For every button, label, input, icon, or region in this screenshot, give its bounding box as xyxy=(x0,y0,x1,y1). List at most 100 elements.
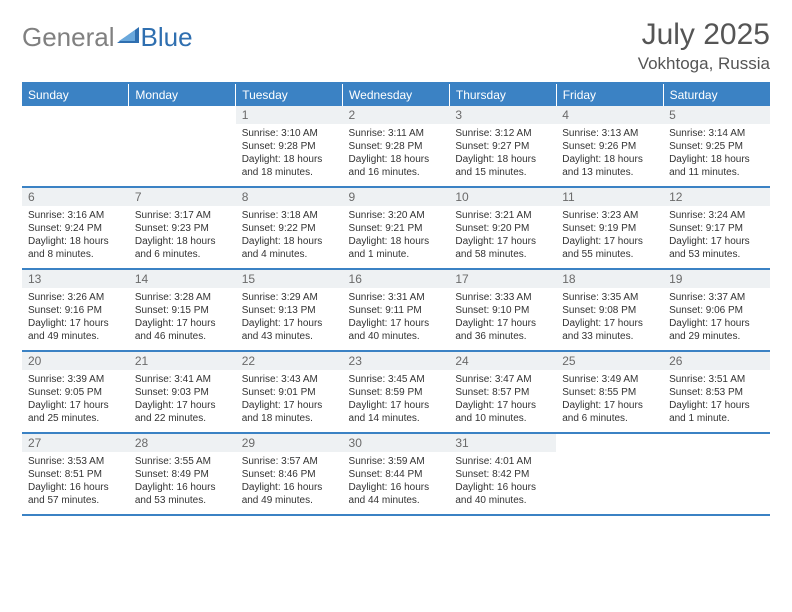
day-header: Friday xyxy=(556,83,663,106)
sunset-line: Sunset: 8:51 PM xyxy=(28,468,123,481)
calendar-week-row: 27Sunrise: 3:53 AMSunset: 8:51 PMDayligh… xyxy=(22,433,770,515)
sunset-line: Sunset: 9:28 PM xyxy=(349,140,444,153)
day-details: Sunrise: 3:18 AMSunset: 9:22 PMDaylight:… xyxy=(236,206,343,266)
day-details: Sunrise: 3:57 AMSunset: 8:46 PMDaylight:… xyxy=(236,452,343,512)
sunset-line: Sunset: 8:49 PM xyxy=(135,468,230,481)
daylight-line: Daylight: 17 hours and 18 minutes. xyxy=(242,399,337,425)
sunrise-line: Sunrise: 3:12 AM xyxy=(455,127,550,140)
sunrise-line: Sunrise: 3:28 AM xyxy=(135,291,230,304)
day-number: 25 xyxy=(556,352,663,370)
sunset-line: Sunset: 8:53 PM xyxy=(669,386,764,399)
day-details: Sunrise: 3:31 AMSunset: 9:11 PMDaylight:… xyxy=(343,288,450,348)
sunset-line: Sunset: 9:23 PM xyxy=(135,222,230,235)
month-title: July 2025 xyxy=(638,18,770,52)
sunrise-line: Sunrise: 3:14 AM xyxy=(669,127,764,140)
day-details: Sunrise: 3:28 AMSunset: 9:15 PMDaylight:… xyxy=(129,288,236,348)
sunset-line: Sunset: 9:22 PM xyxy=(242,222,337,235)
calendar-day-cell: 3Sunrise: 3:12 AMSunset: 9:27 PMDaylight… xyxy=(449,106,556,187)
day-header: Saturday xyxy=(663,83,770,106)
sunrise-line: Sunrise: 3:21 AM xyxy=(455,209,550,222)
calendar-head: SundayMondayTuesdayWednesdayThursdayFrid… xyxy=(22,83,770,106)
sunset-line: Sunset: 9:03 PM xyxy=(135,386,230,399)
calendar-day-cell: 21Sunrise: 3:41 AMSunset: 9:03 PMDayligh… xyxy=(129,351,236,433)
calendar-day-cell: 14Sunrise: 3:28 AMSunset: 9:15 PMDayligh… xyxy=(129,269,236,351)
daylight-line: Daylight: 17 hours and 10 minutes. xyxy=(455,399,550,425)
calendar-day-cell: 4Sunrise: 3:13 AMSunset: 9:26 PMDaylight… xyxy=(556,106,663,187)
day-details: Sunrise: 3:37 AMSunset: 9:06 PMDaylight:… xyxy=(663,288,770,348)
day-number: 6 xyxy=(22,188,129,206)
title-block: July 2025 Vokhtoga, Russia xyxy=(638,18,770,74)
sunrise-line: Sunrise: 3:33 AM xyxy=(455,291,550,304)
sunset-line: Sunset: 9:21 PM xyxy=(349,222,444,235)
daylight-line: Daylight: 17 hours and 1 minute. xyxy=(669,399,764,425)
day-number: 17 xyxy=(449,270,556,288)
sunrise-line: Sunrise: 3:49 AM xyxy=(562,373,657,386)
daylight-line: Daylight: 18 hours and 4 minutes. xyxy=(242,235,337,261)
calendar-day-cell: 20Sunrise: 3:39 AMSunset: 9:05 PMDayligh… xyxy=(22,351,129,433)
daylight-line: Daylight: 17 hours and 49 minutes. xyxy=(28,317,123,343)
calendar-empty-cell xyxy=(556,433,663,515)
day-details: Sunrise: 3:12 AMSunset: 9:27 PMDaylight:… xyxy=(449,124,556,184)
day-number: 5 xyxy=(663,106,770,124)
sunset-line: Sunset: 9:13 PM xyxy=(242,304,337,317)
day-header: Wednesday xyxy=(343,83,450,106)
daylight-line: Daylight: 17 hours and 14 minutes. xyxy=(349,399,444,425)
day-details: Sunrise: 3:51 AMSunset: 8:53 PMDaylight:… xyxy=(663,370,770,430)
daylight-line: Daylight: 17 hours and 36 minutes. xyxy=(455,317,550,343)
day-details: Sunrise: 3:14 AMSunset: 9:25 PMDaylight:… xyxy=(663,124,770,184)
sunset-line: Sunset: 8:42 PM xyxy=(455,468,550,481)
day-number: 15 xyxy=(236,270,343,288)
day-details: Sunrise: 3:59 AMSunset: 8:44 PMDaylight:… xyxy=(343,452,450,512)
calendar-week-row: 13Sunrise: 3:26 AMSunset: 9:16 PMDayligh… xyxy=(22,269,770,351)
sunrise-line: Sunrise: 3:10 AM xyxy=(242,127,337,140)
sunrise-line: Sunrise: 3:18 AM xyxy=(242,209,337,222)
daylight-line: Daylight: 17 hours and 29 minutes. xyxy=(669,317,764,343)
calendar-day-cell: 11Sunrise: 3:23 AMSunset: 9:19 PMDayligh… xyxy=(556,187,663,269)
sunrise-line: Sunrise: 3:59 AM xyxy=(349,455,444,468)
calendar-day-cell: 5Sunrise: 3:14 AMSunset: 9:25 PMDaylight… xyxy=(663,106,770,187)
calendar-day-cell: 22Sunrise: 3:43 AMSunset: 9:01 PMDayligh… xyxy=(236,351,343,433)
day-number: 2 xyxy=(343,106,450,124)
logo-triangle-icon xyxy=(117,25,139,50)
calendar-day-cell: 31Sunrise: 4:01 AMSunset: 8:42 PMDayligh… xyxy=(449,433,556,515)
sunrise-line: Sunrise: 3:47 AM xyxy=(455,373,550,386)
sunrise-line: Sunrise: 3:39 AM xyxy=(28,373,123,386)
day-details: Sunrise: 3:20 AMSunset: 9:21 PMDaylight:… xyxy=(343,206,450,266)
sunset-line: Sunset: 9:06 PM xyxy=(669,304,764,317)
day-details: Sunrise: 3:45 AMSunset: 8:59 PMDaylight:… xyxy=(343,370,450,430)
sunset-line: Sunset: 9:15 PM xyxy=(135,304,230,317)
day-details: Sunrise: 3:55 AMSunset: 8:49 PMDaylight:… xyxy=(129,452,236,512)
calendar-page: General Blue July 2025 Vokhtoga, Russia … xyxy=(0,0,792,534)
sunset-line: Sunset: 8:44 PM xyxy=(349,468,444,481)
sunset-line: Sunset: 8:55 PM xyxy=(562,386,657,399)
day-details: Sunrise: 3:23 AMSunset: 9:19 PMDaylight:… xyxy=(556,206,663,266)
day-number: 19 xyxy=(663,270,770,288)
daylight-line: Daylight: 17 hours and 58 minutes. xyxy=(455,235,550,261)
sunset-line: Sunset: 9:08 PM xyxy=(562,304,657,317)
day-details: Sunrise: 3:43 AMSunset: 9:01 PMDaylight:… xyxy=(236,370,343,430)
daylight-line: Daylight: 17 hours and 43 minutes. xyxy=(242,317,337,343)
calendar-day-cell: 16Sunrise: 3:31 AMSunset: 9:11 PMDayligh… xyxy=(343,269,450,351)
calendar-day-cell: 18Sunrise: 3:35 AMSunset: 9:08 PMDayligh… xyxy=(556,269,663,351)
day-header: Tuesday xyxy=(236,83,343,106)
day-number: 8 xyxy=(236,188,343,206)
calendar-day-cell: 17Sunrise: 3:33 AMSunset: 9:10 PMDayligh… xyxy=(449,269,556,351)
calendar-day-cell: 26Sunrise: 3:51 AMSunset: 8:53 PMDayligh… xyxy=(663,351,770,433)
day-details: Sunrise: 3:21 AMSunset: 9:20 PMDaylight:… xyxy=(449,206,556,266)
daylight-line: Daylight: 17 hours and 40 minutes. xyxy=(349,317,444,343)
calendar-day-cell: 19Sunrise: 3:37 AMSunset: 9:06 PMDayligh… xyxy=(663,269,770,351)
day-number: 7 xyxy=(129,188,236,206)
daylight-line: Daylight: 16 hours and 44 minutes. xyxy=(349,481,444,507)
day-details: Sunrise: 3:49 AMSunset: 8:55 PMDaylight:… xyxy=(556,370,663,430)
daylight-line: Daylight: 18 hours and 11 minutes. xyxy=(669,153,764,179)
daylight-line: Daylight: 18 hours and 13 minutes. xyxy=(562,153,657,179)
calendar-day-cell: 10Sunrise: 3:21 AMSunset: 9:20 PMDayligh… xyxy=(449,187,556,269)
calendar-day-cell: 29Sunrise: 3:57 AMSunset: 8:46 PMDayligh… xyxy=(236,433,343,515)
sunset-line: Sunset: 8:46 PM xyxy=(242,468,337,481)
sunrise-line: Sunrise: 3:45 AM xyxy=(349,373,444,386)
sunset-line: Sunset: 9:01 PM xyxy=(242,386,337,399)
day-details: Sunrise: 4:01 AMSunset: 8:42 PMDaylight:… xyxy=(449,452,556,512)
daylight-line: Daylight: 17 hours and 55 minutes. xyxy=(562,235,657,261)
calendar-day-cell: 7Sunrise: 3:17 AMSunset: 9:23 PMDaylight… xyxy=(129,187,236,269)
day-number: 12 xyxy=(663,188,770,206)
